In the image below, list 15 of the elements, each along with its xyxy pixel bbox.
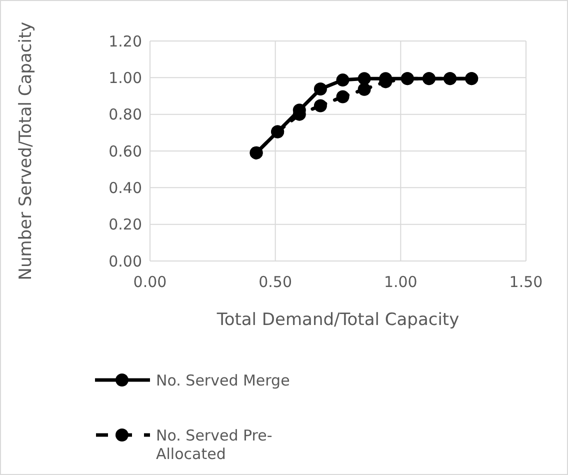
y-tick-label: 1.20 (108, 32, 142, 50)
x-tick-label: 0.50 (258, 273, 292, 291)
y-tick-label: 0.20 (108, 216, 142, 234)
x-tick-label: 0.00 (133, 273, 167, 291)
x-tick-label: 1.50 (509, 273, 543, 291)
y-tick-label: 0.00 (108, 252, 142, 270)
y-tick-label: 0.80 (108, 106, 142, 124)
x-tick-label: 1.00 (384, 273, 418, 291)
x-axis-title: Total Demand/Total Capacity (216, 310, 460, 330)
legend-label: No. Served Pre-Allocated (156, 426, 272, 463)
y-axis-title: Number Served/Total Capacity (16, 22, 36, 280)
legend-label: No. Served Merge (156, 371, 290, 390)
y-tick-label: 1.00 (108, 68, 142, 87)
y-tick-label: 0.60 (108, 142, 142, 160)
y-tick-label: 0.40 (108, 178, 142, 197)
